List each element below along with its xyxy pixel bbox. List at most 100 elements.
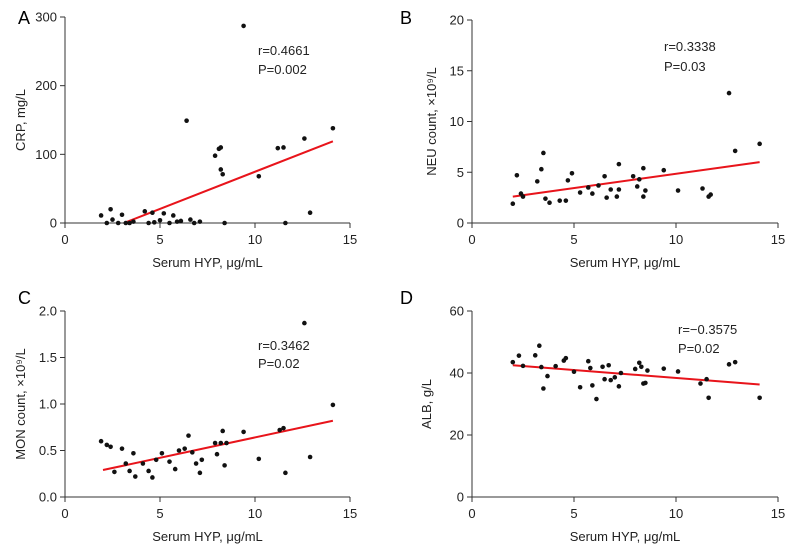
data-point: [150, 475, 155, 480]
data-point: [214, 451, 220, 457]
x-tick-label: 0: [61, 232, 68, 247]
data-point: [150, 210, 155, 215]
data-point: [757, 141, 762, 147]
data-point: [608, 377, 614, 383]
y-tick-label: 40: [450, 366, 464, 381]
data-point: [283, 470, 288, 476]
y-tick-label: 0: [457, 216, 464, 231]
data-point: [159, 450, 165, 456]
panel-letter: A: [18, 8, 30, 28]
data-point: [108, 206, 113, 212]
x-tick-label: 15: [343, 506, 357, 521]
y-tick-label: 0: [457, 490, 464, 505]
data-point: [547, 200, 552, 205]
data-point: [675, 188, 681, 193]
panel-b: B 0 5 10 15 0 5 10 15 20 Serum HYP, μg/mL NEU count…: [400, 8, 785, 270]
data-point: [220, 171, 225, 177]
data-point: [186, 433, 191, 438]
x-tick-label: 0: [468, 232, 475, 247]
data-point: [222, 220, 227, 226]
data-point: [585, 358, 591, 364]
data-point: [641, 194, 646, 199]
y-axis-label: MON count, ×10⁹/L: [13, 348, 28, 459]
data-point: [256, 174, 262, 179]
data-point: [661, 167, 667, 173]
data-point: [104, 442, 110, 448]
regression-line: [123, 140, 334, 224]
data-point: [700, 186, 705, 191]
data-point: [577, 190, 583, 195]
x-tick-label: 15: [771, 232, 785, 247]
data-point: [98, 438, 104, 444]
data-point: [119, 212, 125, 218]
data-point: [281, 425, 286, 431]
data-point: [275, 145, 281, 151]
data-point: [241, 429, 246, 435]
x-tick-label: 10: [669, 232, 683, 247]
data-point: [153, 457, 159, 463]
data-point: [140, 461, 146, 466]
data-point: [220, 428, 225, 434]
data-point: [630, 174, 636, 179]
data-point: [161, 211, 167, 216]
data-point: [608, 187, 614, 192]
panel-a: A 0 5 10 15 0 100 200 300 Serum HYP, μg/mL CRP, mg…: [13, 8, 357, 270]
data-point: [224, 440, 229, 446]
data-point: [241, 23, 246, 29]
data-point: [510, 201, 516, 207]
data-point: [108, 444, 113, 450]
data-point: [675, 369, 681, 374]
x-tick-label: 5: [570, 232, 577, 247]
data-point: [732, 148, 738, 154]
data-point: [534, 179, 540, 184]
data-point: [590, 383, 595, 388]
data-point: [539, 166, 544, 172]
panel-letter: D: [400, 288, 413, 308]
x-tick-label: 15: [771, 506, 785, 521]
panel-c: C 0 5 10 15 0.0 0.5 1.0 1.5 2.0 Serum HYP, μg/mL MO…: [13, 288, 357, 544]
data-point: [212, 153, 218, 159]
correlation-r-label: r=0.3338: [664, 39, 716, 54]
data-point: [565, 178, 571, 183]
x-axis-label: Serum HYP, μg/mL: [570, 529, 681, 544]
x-tick-label: 10: [248, 232, 262, 247]
data-point: [256, 456, 262, 462]
data-point: [636, 177, 642, 182]
data-point: [698, 381, 703, 386]
y-tick-label: 300: [35, 10, 57, 25]
data-point: [281, 145, 286, 150]
data-point: [104, 220, 110, 226]
data-point: [704, 376, 709, 382]
data-point: [612, 375, 618, 380]
panel-d: D 0 5 10 15 0 20 40 60 Serum HYP, μg/mL ALB, g/L r=…: [400, 288, 785, 544]
data-point: [218, 145, 224, 150]
y-tick-label: 200: [35, 78, 57, 93]
data-point: [123, 461, 129, 466]
data-point: [131, 450, 136, 456]
data-point: [726, 90, 732, 96]
data-point: [634, 184, 640, 189]
data-point: [639, 364, 644, 370]
y-tick-label: 0.5: [39, 443, 57, 458]
data-point: [616, 384, 622, 389]
y-tick-label: 2.0: [39, 304, 57, 319]
data-point: [199, 457, 205, 463]
data-point: [307, 210, 313, 215]
x-tick-label: 0: [61, 506, 68, 521]
data-point: [182, 446, 187, 451]
data-point: [545, 373, 550, 379]
data-point: [661, 366, 667, 371]
data-point: [510, 359, 516, 365]
p-value-label: P=0.02: [678, 341, 720, 356]
data-point: [127, 220, 132, 226]
data-point: [218, 167, 224, 172]
data-point: [520, 194, 526, 199]
p-value-label: P=0.02: [258, 356, 300, 371]
data-point: [569, 170, 575, 176]
data-point: [131, 219, 136, 224]
data-point: [283, 220, 288, 226]
correlation-r-label: r=0.4661: [258, 43, 310, 58]
y-tick-label: 1.5: [39, 350, 57, 365]
data-point: [602, 174, 607, 179]
data-point: [178, 218, 184, 224]
